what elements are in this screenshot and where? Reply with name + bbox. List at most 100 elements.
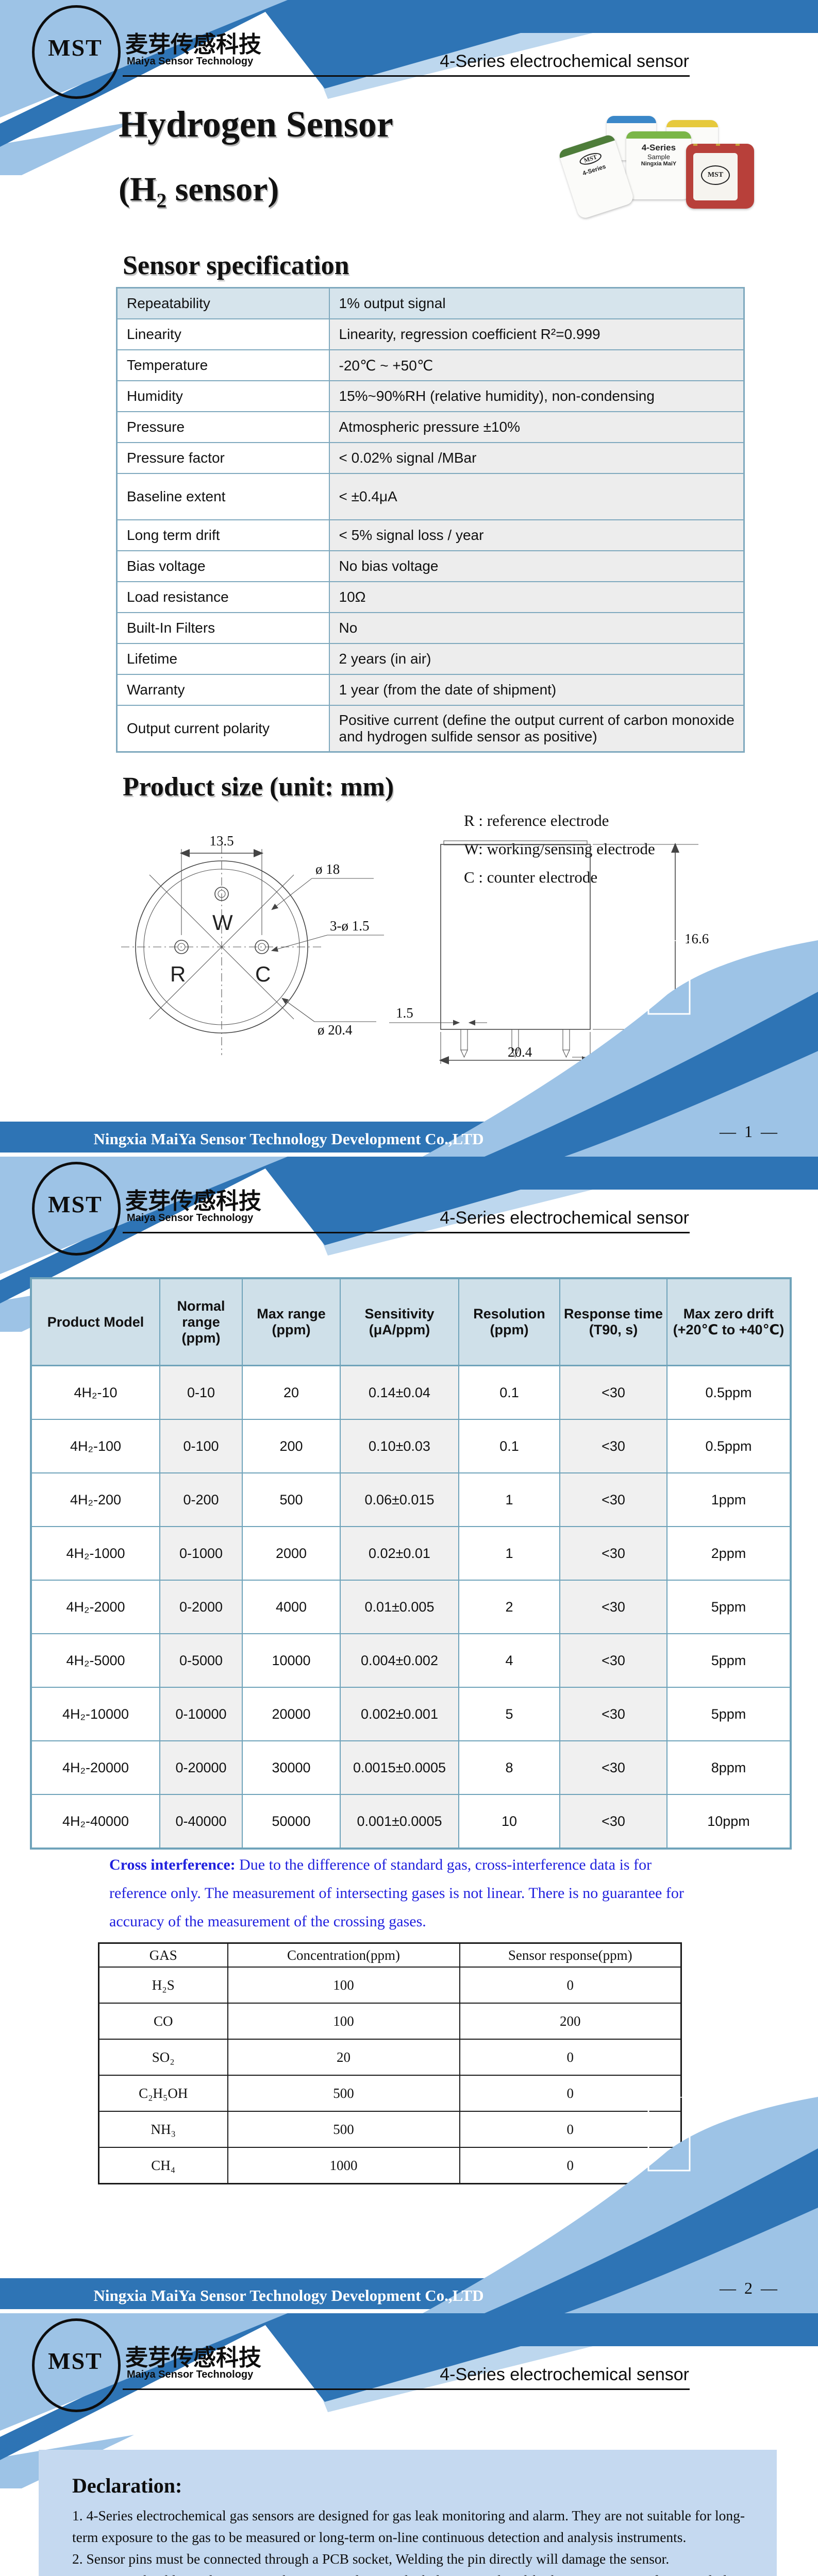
photo-label-maker: Ningxia MaiY [641,161,677,167]
table-row: Load resistance 10Ω [116,581,745,613]
table-row: CH₄ 1000 0 [98,2147,682,2184]
table-cell: 200 [459,2003,682,2040]
table-cell: 2000 [242,1526,341,1581]
table-row: Temperature -20℃ ~ +50℃ [116,349,745,381]
table-cell: Humidity [116,380,330,412]
photo-label-logo2: MST [701,165,730,185]
table-cell: 20 [227,2039,460,2076]
brand-english-name: Maiya Sensor Technology [127,1212,254,1224]
gas-table-body: H₂S 100 0 CO 100 200 SO₂ 20 0 C₂H₅OH 500 0 NH₃ 500 0 CH… [98,1967,682,2184]
page-1: MST 麦芽传感科技 Maiya Sensor Technology 4-Ser… [0,0,818,1157]
photo-label-series: 4-Series [641,143,676,152]
mst-logo-text: MST [48,2348,103,2374]
table-cell: -20℃ ~ +50℃ [328,349,745,381]
photo-label-sample: Sample [647,153,671,161]
table-cell: GAS [98,1942,228,1968]
table-cell: 50000 [242,1794,341,1849]
page-number: — 2 — [720,2279,779,2297]
table-cell: Atmospheric pressure ±10% [328,411,745,443]
gas-table-head: GAS Concentration(ppm) Sensor response(ppm… [98,1942,682,1968]
table-cell: 4H₂-40000 [30,1794,160,1849]
table-cell: H₂S [98,1967,228,2004]
table-cell: 0-5000 [159,1633,243,1688]
table-row: H₂S 100 0 [98,1967,682,2004]
table-row: Baseline extent < ±0.4μA [116,473,745,520]
table-cell: 5ppm [666,1580,791,1634]
table-cell: <30 [559,1794,667,1849]
table-row: CO 100 200 [98,2003,682,2040]
table-cell: Response time (T90, s) [559,1278,667,1366]
table-cell: 1 [458,1472,560,1527]
table-cell: 0-2000 [159,1580,243,1634]
sensor-pins [460,1029,570,1058]
footer-company: Ningxia MaiYa Sensor Technology Developm… [93,1130,484,1148]
table-cell: CO [98,2003,228,2040]
page-subtitle: (H₂ sensor) [119,171,279,208]
table-cell: <30 [559,1472,667,1527]
table-cell: Warranty [116,674,330,706]
table-cell: Sensitivity (μA/ppm) [340,1278,459,1366]
electrode-r: R [170,962,186,986]
table-cell: 1% output signal [328,287,745,319]
table-cell: 30000 [242,1740,341,1795]
electrode-w: W [212,910,233,935]
table-cell: Resolution (ppm) [458,1278,560,1366]
model-table-body: 4H₂-10 0-10 20 0.14±0.04 0.1 <30 0.5ppm 4H₂-100… [30,1365,791,1849]
table-cell: 0.004±0.002 [340,1633,459,1688]
mst-logo-circle [32,5,121,99]
table-cell: 0.001±0.0005 [340,1794,459,1849]
sensor-cylinder-red: MST [686,144,754,209]
table-cell: 500 [227,2111,460,2148]
spec-section-heading: Sensor specification [123,251,349,280]
document-title: 4-Series electrochemical sensor [440,1208,689,1228]
dimension-diagram: R : reference electrode W: working/sensi… [121,811,709,1064]
dim-body-width: 20.4 [508,1044,532,1060]
table-cell: Normal range (ppm) [159,1278,243,1366]
table-cell: 4H₂-10000 [30,1687,160,1741]
table-cell: 500 [227,2075,460,2112]
table-row: 4H₂-10 0-10 20 0.14±0.04 0.1 <30 0.5ppm [30,1365,791,1420]
table-cell: 500 [242,1472,341,1527]
table-row: 4H₂-100 0-100 200 0.10±0.03 0.1 <30 0.5ppm [30,1419,791,1473]
table-row: Lifetime 2 years (in air) [116,643,745,675]
table-cell: Positive current (define the output curr… [328,705,745,753]
table-cell: 0 [459,1967,682,2004]
table-cell: NH₃ [98,2111,228,2148]
table-cell: 100 [227,1967,460,2004]
table-cell: Lifetime [116,643,330,675]
table-cell: 5 [458,1687,560,1741]
footer-decoration [0,2097,818,2313]
sensor-pin [693,144,697,146]
table-cell: < ±0.4μA [328,473,745,520]
table-cell: 5ppm [666,1687,791,1741]
table-cell: No bias voltage [328,550,745,582]
declaration-list: 1. 4-Series electrochemical gas sensors … [72,2505,745,2576]
table-cell: 20000 [242,1687,341,1741]
gas-table: GAS Concentration(ppm) Sensor response(ppm… [98,1942,682,2184]
table-cell: SO₂ [98,2039,228,2076]
table-cell: 4H₂-1000 [30,1526,160,1581]
page-number: — 1 — [720,1122,779,1141]
table-cell: Linearity [116,318,330,350]
table-cell: Linearity, regression coefficient R²=0.9… [328,318,745,350]
list-item: 1. 4-Series electrochemical gas sensors … [72,2507,745,2545]
table-cell: 200 [242,1419,341,1473]
page-3: MST 麦芽传感科技 Maiya Sensor Technology 4-Ser… [0,2313,818,2576]
table-cell: 0.1 [458,1365,560,1420]
table-cell: 4H₂-200 [30,1472,160,1527]
table-cell: 4H₂-10 [30,1365,160,1420]
mst-logo-circle [32,1162,121,1256]
table-cell: 4H₂-100 [30,1419,160,1473]
table-cell: 0-100 [159,1419,243,1473]
table-row: Linearity Linearity, regression coefficie… [116,318,745,350]
table-cell: 8 [458,1740,560,1795]
electrode-c: C [255,962,271,986]
table-cell: 0-200 [159,1472,243,1527]
table-cell: Output current polarity [116,705,330,753]
table-cell: No [328,612,745,644]
table-cell: 4 [458,1633,560,1688]
table-cell: 15%~90%RH (relative humidity), non-conde… [328,380,745,412]
dim-height: 16.6 [685,931,709,946]
table-cell: Long term drift [116,519,330,551]
